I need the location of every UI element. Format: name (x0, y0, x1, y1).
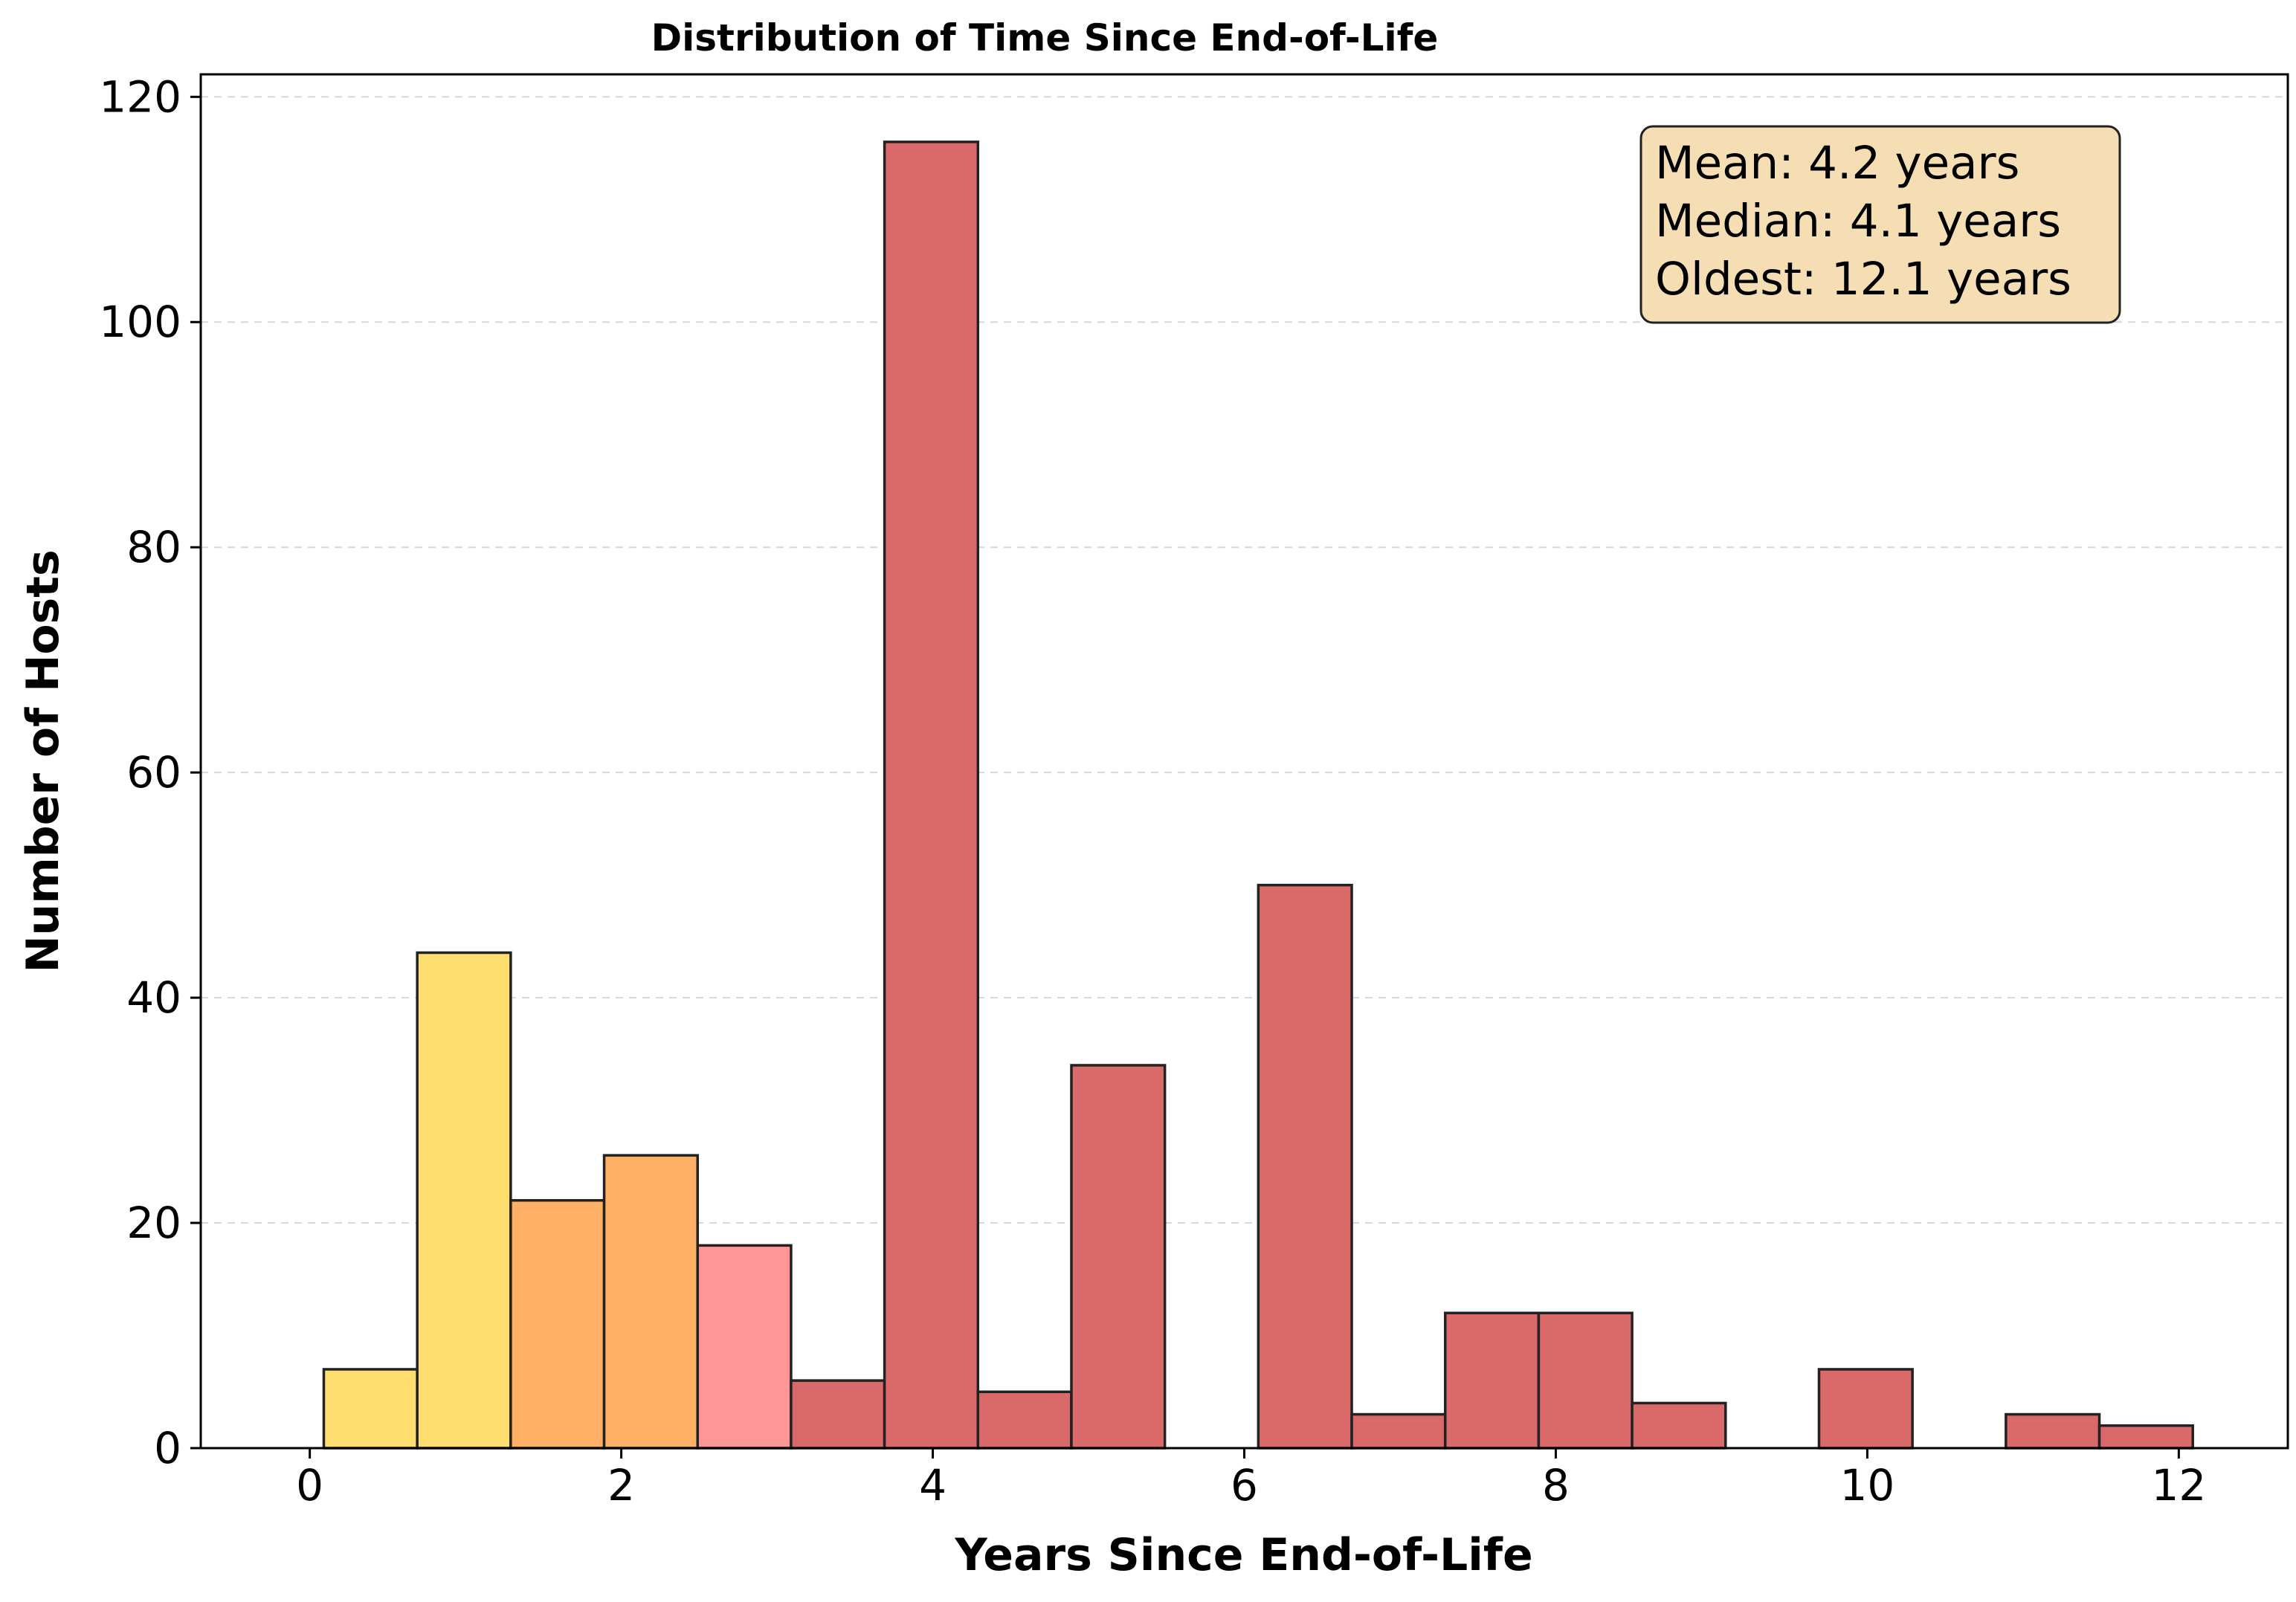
y-axis-label: Number of Hosts (17, 549, 69, 972)
x-tick-label: 0 (296, 1460, 323, 1511)
stats-oldest: Oldest: 12.1 years (1655, 253, 2071, 306)
histogram-bar (1350, 1412, 1447, 1450)
x-tick-label: 12 (2151, 1460, 2206, 1511)
x-tick-label: 8 (1542, 1460, 1570, 1511)
y-tick-label: 120 (99, 71, 181, 122)
histogram-bar (976, 1390, 1073, 1450)
y-tick-label: 0 (154, 1423, 181, 1473)
x-axis-label: Years Since End-of-Life (954, 1529, 1532, 1581)
y-tick-label: 40 (126, 972, 181, 1023)
stats-mean: Mean: 4.2 years (1655, 137, 2019, 190)
stats-median: Median: 4.1 years (1655, 195, 2061, 248)
histogram-bar (509, 1199, 606, 1450)
y-tick-label: 60 (126, 747, 181, 798)
histogram-bar (416, 951, 512, 1450)
y-tick-label: 20 (126, 1198, 181, 1248)
y-tick-label: 100 (99, 297, 181, 347)
x-tick-label: 10 (1840, 1460, 1895, 1511)
histogram-bar (1443, 1311, 1541, 1450)
histogram-bar (322, 1368, 419, 1450)
x-tick-label: 4 (919, 1460, 947, 1511)
histogram-bar (1631, 1401, 1727, 1450)
histogram-bar (602, 1154, 699, 1450)
histogram-bars (322, 141, 2194, 1450)
histogram-bar (1537, 1311, 1634, 1450)
stats-annotation: Mean: 4.2 years Median: 4.1 years Oldest… (1639, 125, 2121, 324)
y-tick-label: 80 (126, 522, 181, 572)
histogram-bar (2005, 1412, 2101, 1450)
y-axis-ticks: 0 20 40 60 80 100 120 (99, 71, 201, 1473)
stats-box (1639, 125, 2121, 324)
x-tick-label: 2 (607, 1460, 635, 1511)
histogram-bar (1257, 883, 1353, 1450)
x-axis-ticks: 0 2 4 6 8 10 12 (296, 1448, 2206, 1511)
histogram-bar (790, 1379, 886, 1450)
histogram-bar (696, 1244, 793, 1450)
histogram-bar (2097, 1424, 2194, 1450)
histogram-bar (1070, 1064, 1167, 1450)
chart-title: Distribution of Time Since End-of-Life (651, 16, 1439, 59)
histogram-bar (1817, 1368, 1914, 1450)
histogram-bar (883, 141, 980, 1450)
x-tick-label: 6 (1231, 1460, 1258, 1511)
